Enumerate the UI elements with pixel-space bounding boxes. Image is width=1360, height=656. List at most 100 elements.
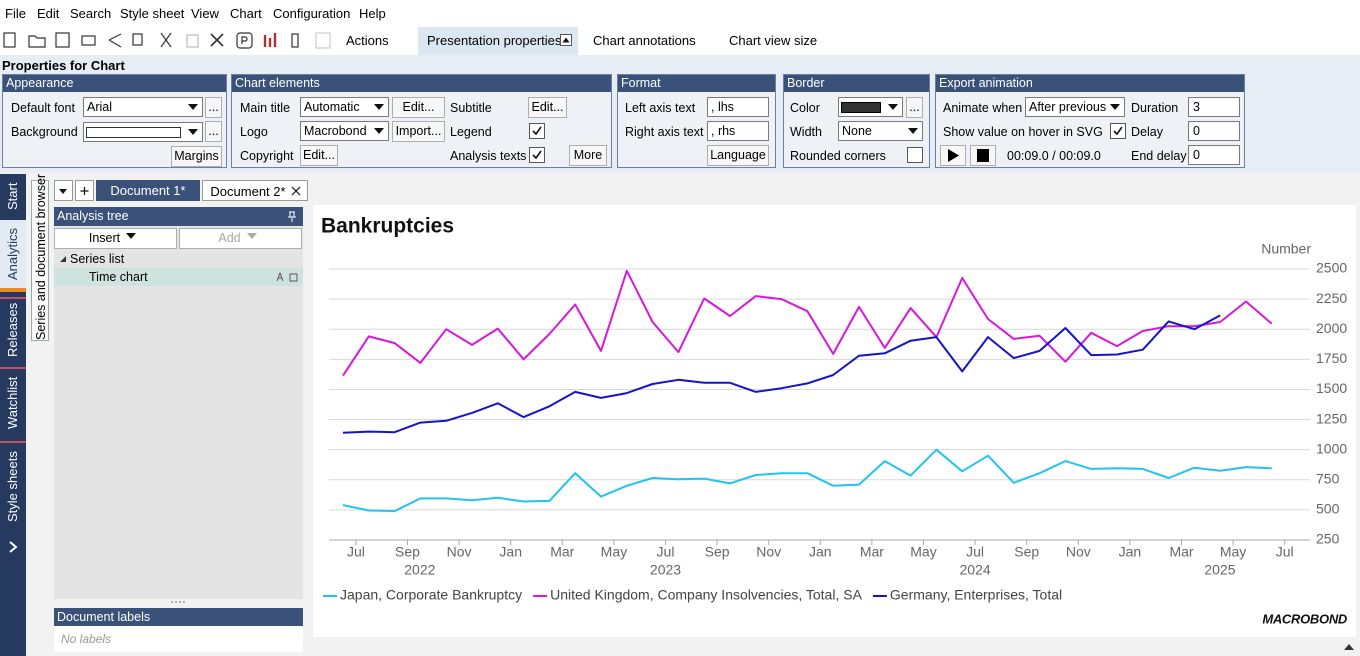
tab-title: Document 2* [210, 184, 286, 199]
menu-item[interactable]: Chart [230, 6, 262, 21]
tree-row-selected[interactable]: Time chart [54, 268, 303, 286]
margins-button[interactable]: Margins [171, 146, 222, 167]
phone-icon[interactable] [291, 33, 299, 48]
side-tab[interactable]: Start [5, 182, 20, 210]
save-icon[interactable] [55, 32, 70, 48]
side-tab[interactable]: Style sheets [5, 451, 20, 523]
chart: Bankruptcies Number MACROBOND 250 500 750 1… [321, 215, 1348, 627]
paste-icon[interactable] [186, 34, 199, 48]
menu-item[interactable]: Search [70, 6, 112, 21]
dropdown-icon [59, 189, 67, 194]
plus-icon [80, 187, 89, 195]
expand-icon[interactable] [6, 540, 20, 554]
analysis-texts-checkbox[interactable] [529, 147, 545, 163]
color-swatch [86, 127, 181, 138]
delay-spinbox[interactable]: 0 [1188, 121, 1240, 141]
browser-tab[interactable]: Series and document browser [31, 174, 49, 341]
year-label: 2023 [650, 562, 681, 578]
duration-spinbox[interactable]: 3 [1188, 97, 1240, 117]
group-header: Export animation [936, 75, 1244, 92]
tab-menu-button[interactable] [54, 180, 73, 201]
main-title-combo[interactable]: Automatic [300, 97, 389, 117]
edit-button[interactable]: Edit... [528, 97, 567, 118]
rounded-checkbox[interactable] [907, 147, 923, 163]
expand-triangle[interactable] [58, 254, 68, 264]
tree-node[interactable]: Series list [70, 252, 125, 266]
chart-elements-group: Chart elements Main title Automatic Edit… [231, 74, 612, 168]
collapse-icon[interactable] [560, 34, 572, 46]
menu-item[interactable]: View [191, 6, 219, 21]
side-tab-selected[interactable]: Analytics [0, 220, 26, 288]
menu-item[interactable]: Help [359, 6, 386, 21]
animate-combo[interactable]: After previous [1025, 97, 1125, 117]
document-tab-active[interactable]: Document 2* [202, 180, 308, 201]
label: End delay [1131, 149, 1187, 163]
hover-checkbox[interactable] [1110, 123, 1126, 139]
menu-item[interactable]: Style sheet [120, 6, 185, 21]
edit-button[interactable]: Edit... [300, 145, 338, 166]
end-delay-spinbox[interactable]: 0 [1188, 145, 1240, 165]
share-icon[interactable] [108, 33, 122, 48]
label: Show value on hover in SVG [943, 125, 1103, 139]
check-mark [532, 126, 542, 136]
x-tick-label: Jul [657, 544, 675, 560]
label: Logo [240, 125, 268, 139]
document-tab[interactable]: Document 1* [96, 180, 200, 201]
ellipsis-button[interactable]: ... [906, 97, 923, 118]
font-combo[interactable]: Arial [83, 97, 203, 117]
menu-item[interactable]: Edit [37, 6, 60, 21]
empty-text: No labels [61, 632, 112, 646]
open-icon[interactable] [28, 35, 46, 48]
dropdown-icon [246, 233, 257, 239]
year-label: 2025 [1204, 562, 1235, 578]
left-axis-textbox[interactable]: , lhs [707, 97, 769, 117]
color-combo[interactable] [838, 97, 903, 117]
x-tick-label: Nov [1066, 544, 1091, 560]
group-header: Format [618, 75, 775, 92]
insert-button[interactable]: Insert [54, 228, 177, 249]
menu-item[interactable]: Configuration [273, 6, 351, 21]
group-header: Appearance [3, 75, 226, 92]
play-icon [948, 149, 959, 162]
splitter-grip[interactable] [170, 600, 186, 604]
close-icon[interactable] [291, 186, 301, 196]
more-button[interactable]: More [569, 145, 607, 166]
menu-item[interactable]: File [5, 6, 26, 21]
y-tick-label: 2500 [1316, 260, 1347, 276]
delete-icon[interactable] [210, 33, 224, 47]
active-tab[interactable]: Presentation properties [418, 27, 578, 55]
logo-combo[interactable]: Macrobond [300, 121, 389, 141]
stop-button[interactable] [970, 145, 996, 166]
ellipsis-button[interactable]: ... [205, 97, 222, 118]
import-button[interactable]: Import... [392, 121, 445, 142]
label: Analysis texts [450, 149, 527, 163]
right-axis-textbox[interactable]: , rhs [707, 121, 769, 141]
side-tab[interactable]: Watchlist [5, 376, 20, 430]
cut-icon[interactable] [160, 32, 172, 48]
x-tick-label: Jan [1119, 544, 1142, 560]
presentation-icon[interactable] [236, 32, 253, 49]
scroll-up-icon[interactable] [1343, 642, 1355, 652]
background-combo[interactable] [83, 122, 203, 142]
pin-icon[interactable] [287, 211, 297, 222]
language-button[interactable]: Language [707, 145, 769, 166]
ellipsis-button[interactable]: ... [205, 121, 222, 142]
label: Main title [240, 101, 291, 115]
actions-menu[interactable]: Actions [346, 33, 389, 48]
border-group: Border Color ... Width None Rounded corn… [783, 74, 930, 168]
play-button[interactable] [940, 145, 966, 166]
width-combo[interactable]: None [838, 121, 923, 141]
copy-icon[interactable] [132, 33, 143, 46]
tab-label[interactable]: Chart annotations [593, 33, 696, 48]
tab-label[interactable]: Chart view size [729, 33, 818, 48]
label: Delay [1131, 125, 1163, 139]
y-tick-label: 1250 [1316, 410, 1347, 426]
edit-button[interactable]: Edit... [392, 97, 445, 118]
print-icon[interactable] [81, 35, 96, 46]
x-tick-label: Mar [1169, 544, 1193, 560]
legend-checkbox[interactable] [529, 123, 545, 139]
chart-icon[interactable] [263, 33, 277, 47]
side-tab[interactable]: Releases [5, 302, 20, 358]
new-icon[interactable] [3, 32, 16, 48]
new-tab-button[interactable] [75, 180, 94, 201]
